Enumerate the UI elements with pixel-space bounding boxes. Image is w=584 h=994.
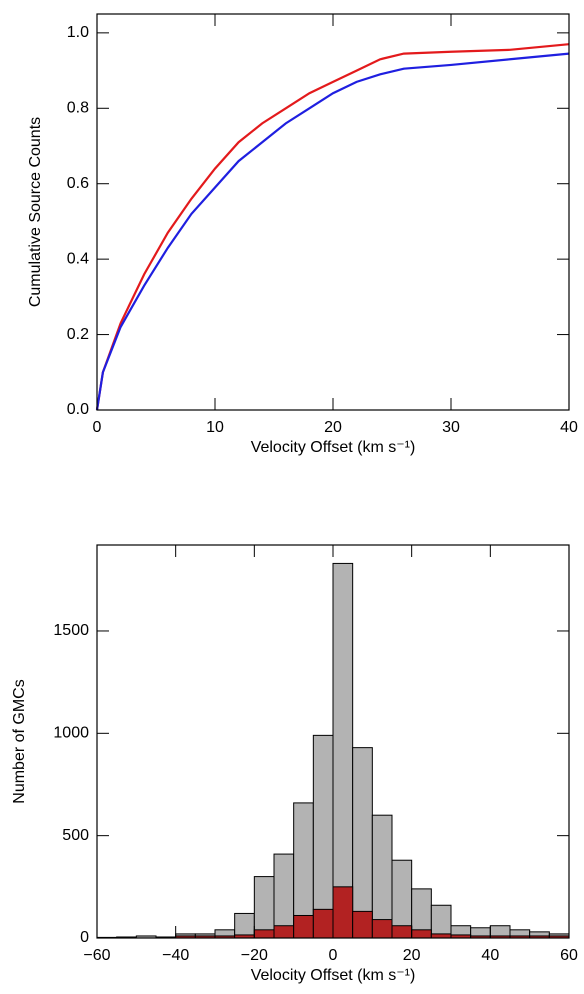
y-tick-label: 0.6 [67, 175, 89, 192]
y-tick-label: 1500 [53, 622, 89, 639]
x-tick-label: 40 [481, 947, 499, 964]
x-tick-label: 40 [560, 419, 578, 436]
x-tick-label: −60 [83, 947, 110, 964]
x-axis-label: Velocity Offset (km s⁻¹) [251, 439, 416, 456]
y-axis-label: Number of GMCs [11, 679, 28, 803]
y-tick-label: 0.4 [67, 250, 89, 267]
x-tick-label: 60 [560, 947, 578, 964]
histogram-bar [332, 886, 354, 939]
x-tick-label: 30 [442, 419, 460, 436]
histogram-bar [273, 925, 295, 939]
histogram-bar [312, 908, 334, 939]
x-tick-label: 20 [403, 947, 421, 964]
x-tick-label: −40 [162, 947, 189, 964]
y-axis-label: Cumulative Source Counts [27, 117, 44, 307]
x-tick-label: 0 [93, 419, 102, 436]
line-series [95, 43, 570, 411]
y-tick-label: 0 [80, 929, 89, 946]
histogram-bar [253, 876, 275, 939]
x-tick-label: 10 [206, 419, 224, 436]
histogram-bar [234, 912, 255, 939]
histogram-bar [312, 734, 334, 939]
histogram-bar [293, 914, 314, 939]
x-tick-label: 20 [324, 419, 342, 436]
histogram-bar [352, 747, 373, 939]
y-tick-label: 0.2 [67, 326, 89, 343]
x-tick-label: −20 [241, 947, 268, 964]
histogram-bar [430, 904, 452, 939]
y-tick-label: 1.0 [67, 24, 89, 41]
histogram-bar [253, 929, 275, 939]
plot-frame [96, 13, 570, 411]
histogram-bar [371, 919, 393, 939]
y-tick-label: 0.0 [67, 401, 89, 418]
line-series [95, 52, 570, 411]
y-tick-label: 0.8 [67, 100, 89, 117]
y-tick-label: 500 [62, 827, 89, 844]
histogram-bar [391, 925, 413, 939]
histogram-bar [411, 929, 432, 939]
x-tick-label: 0 [329, 947, 338, 964]
histogram-bar [352, 910, 373, 939]
x-axis-label: Velocity Offset (km s⁻¹) [251, 967, 416, 984]
histogram-bar [332, 562, 354, 939]
histogram-bar [430, 933, 452, 939]
y-tick-label: 1000 [53, 725, 89, 742]
